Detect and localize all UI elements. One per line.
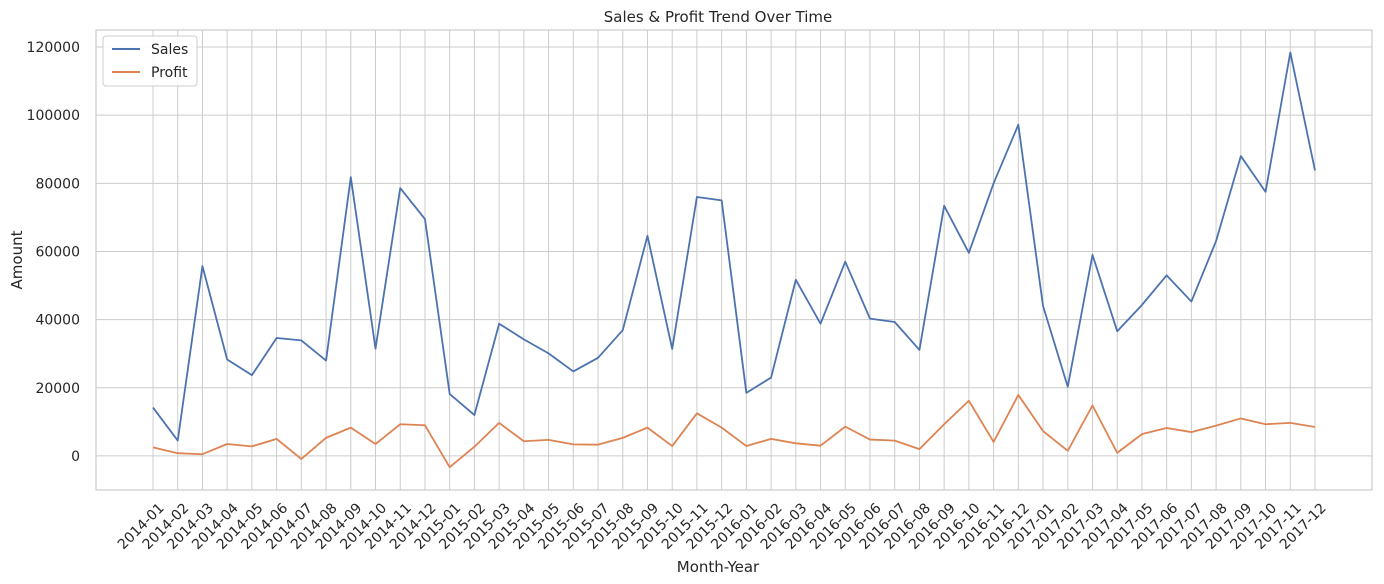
series-line-sales bbox=[152, 51, 1316, 442]
x-axis-label: Month-Year bbox=[677, 558, 760, 576]
y-tick-label: 100000 bbox=[27, 108, 80, 124]
legend-label-sales: Sales bbox=[151, 42, 188, 58]
series-layer bbox=[152, 51, 1316, 469]
y-tick-label: 80000 bbox=[35, 176, 80, 192]
y-tick-label: 60000 bbox=[35, 244, 80, 260]
y-tick-label: 40000 bbox=[35, 313, 80, 329]
chart-title: Sales & Profit Trend Over Time bbox=[604, 8, 832, 26]
x-tick-labels: 2014-012014-022014-032014-042014-052014-… bbox=[115, 500, 1330, 553]
y-axis-label: Amount bbox=[8, 230, 26, 289]
y-tick-labels: 0 20000 40000 60000 80000 100000 120000 bbox=[27, 40, 80, 465]
legend-label-profit: Profit bbox=[151, 65, 188, 81]
legend: Sales Profit bbox=[102, 35, 198, 87]
plot-frame bbox=[95, 29, 1373, 491]
y-tick-label: 20000 bbox=[35, 381, 80, 397]
series-line-profit bbox=[152, 394, 1316, 469]
y-tick-label: 0 bbox=[71, 449, 80, 465]
y-tick-label: 120000 bbox=[27, 40, 80, 56]
